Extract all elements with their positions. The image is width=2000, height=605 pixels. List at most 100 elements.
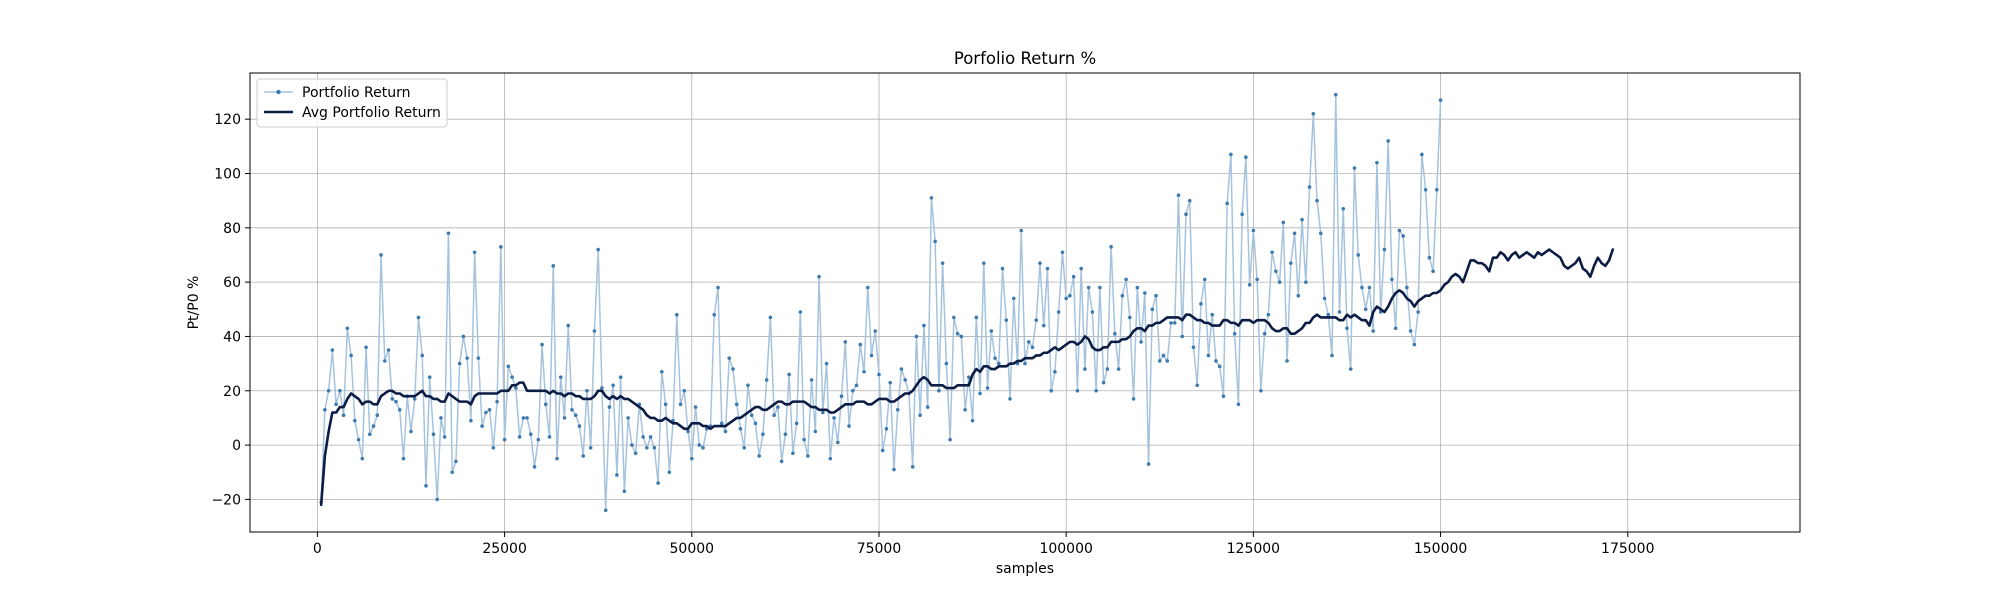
data-point bbox=[330, 348, 335, 352]
data-point bbox=[1004, 318, 1009, 322]
y-tick-label: 80 bbox=[223, 221, 241, 237]
data-point bbox=[731, 367, 735, 371]
y-axis-label: Pt/P0 % bbox=[186, 276, 202, 330]
data-point bbox=[1405, 285, 1409, 290]
data-point bbox=[622, 489, 627, 494]
data-point bbox=[1206, 353, 1211, 358]
data-point bbox=[555, 456, 559, 461]
data-point bbox=[1120, 293, 1125, 298]
y-tick-label: 20 bbox=[223, 384, 241, 400]
data-point bbox=[910, 465, 915, 469]
x-tick-label: 50000 bbox=[670, 541, 715, 557]
data-point bbox=[832, 416, 836, 420]
data-point bbox=[1397, 228, 1402, 233]
data-point bbox=[899, 367, 904, 371]
data-point bbox=[368, 432, 372, 437]
data-point bbox=[1023, 361, 1027, 366]
data-point bbox=[892, 467, 896, 472]
data-point bbox=[1326, 312, 1331, 317]
data-point bbox=[914, 334, 919, 339]
data-point bbox=[1363, 307, 1368, 312]
data-point bbox=[510, 375, 514, 379]
data-point bbox=[967, 375, 971, 379]
series-line-portfolio-return bbox=[320, 93, 1442, 512]
data-point bbox=[1333, 92, 1338, 97]
data-point bbox=[689, 456, 694, 461]
data-point bbox=[1034, 318, 1039, 322]
data-point bbox=[1150, 307, 1155, 312]
data-point bbox=[1285, 359, 1289, 363]
data-point bbox=[895, 407, 900, 412]
data-point bbox=[1225, 201, 1229, 206]
data-point bbox=[791, 451, 795, 456]
y-tick-label: 60 bbox=[223, 275, 241, 291]
data-point bbox=[476, 356, 481, 360]
data-point bbox=[558, 375, 563, 379]
data-point bbox=[1296, 293, 1301, 298]
data-point bbox=[1356, 253, 1361, 257]
data-point bbox=[592, 329, 597, 333]
data-point bbox=[656, 481, 660, 485]
data-point bbox=[439, 416, 443, 420]
data-point bbox=[1420, 152, 1424, 157]
data-point bbox=[1026, 340, 1031, 344]
data-point bbox=[719, 421, 724, 426]
data-point bbox=[716, 285, 720, 290]
data-point bbox=[1431, 269, 1435, 274]
data-point bbox=[974, 315, 979, 320]
data-point bbox=[727, 356, 732, 360]
data-point bbox=[618, 375, 623, 379]
data-point bbox=[371, 424, 376, 428]
data-point bbox=[566, 323, 571, 328]
data-point bbox=[416, 315, 421, 320]
data-point bbox=[394, 399, 398, 404]
data-point bbox=[1341, 207, 1346, 211]
data-point bbox=[1311, 111, 1316, 116]
data-point bbox=[821, 410, 825, 415]
data-point bbox=[948, 437, 952, 442]
data-point bbox=[922, 323, 926, 328]
data-point bbox=[1030, 345, 1035, 350]
data-point bbox=[1180, 334, 1185, 339]
data-point bbox=[952, 315, 956, 320]
data-point bbox=[323, 407, 327, 412]
data-point bbox=[465, 356, 469, 360]
data-point bbox=[341, 413, 346, 418]
data-point bbox=[435, 497, 440, 502]
data-point bbox=[903, 378, 907, 382]
data-point bbox=[1176, 193, 1181, 198]
data-point bbox=[525, 416, 529, 420]
data-point bbox=[1090, 310, 1095, 314]
data-point bbox=[562, 416, 567, 420]
data-point bbox=[652, 446, 657, 450]
data-point bbox=[693, 405, 698, 409]
data-point bbox=[712, 312, 717, 317]
data-point bbox=[794, 421, 799, 426]
data-point bbox=[364, 345, 368, 350]
data-point bbox=[338, 388, 342, 393]
data-point bbox=[1277, 280, 1282, 284]
data-point bbox=[667, 470, 672, 475]
data-point bbox=[390, 397, 395, 401]
data-point bbox=[1322, 296, 1327, 301]
data-point bbox=[1113, 331, 1117, 336]
data-point bbox=[626, 416, 630, 420]
data-point bbox=[375, 413, 380, 418]
data-point bbox=[806, 454, 810, 458]
data-point bbox=[1281, 220, 1286, 225]
data-point bbox=[573, 413, 578, 418]
legend-marker-portfolio-return bbox=[276, 89, 281, 95]
data-point bbox=[1068, 293, 1072, 298]
data-point bbox=[873, 329, 878, 333]
data-point bbox=[663, 402, 668, 407]
data-point bbox=[615, 473, 619, 477]
data-point bbox=[836, 440, 840, 445]
data-point bbox=[495, 399, 499, 404]
data-point bbox=[1165, 359, 1170, 363]
data-point bbox=[431, 432, 436, 437]
data-point bbox=[326, 388, 331, 393]
data-point bbox=[1116, 367, 1121, 371]
data-point bbox=[1154, 293, 1158, 298]
data-point bbox=[1348, 367, 1353, 371]
data-point bbox=[1064, 296, 1068, 301]
